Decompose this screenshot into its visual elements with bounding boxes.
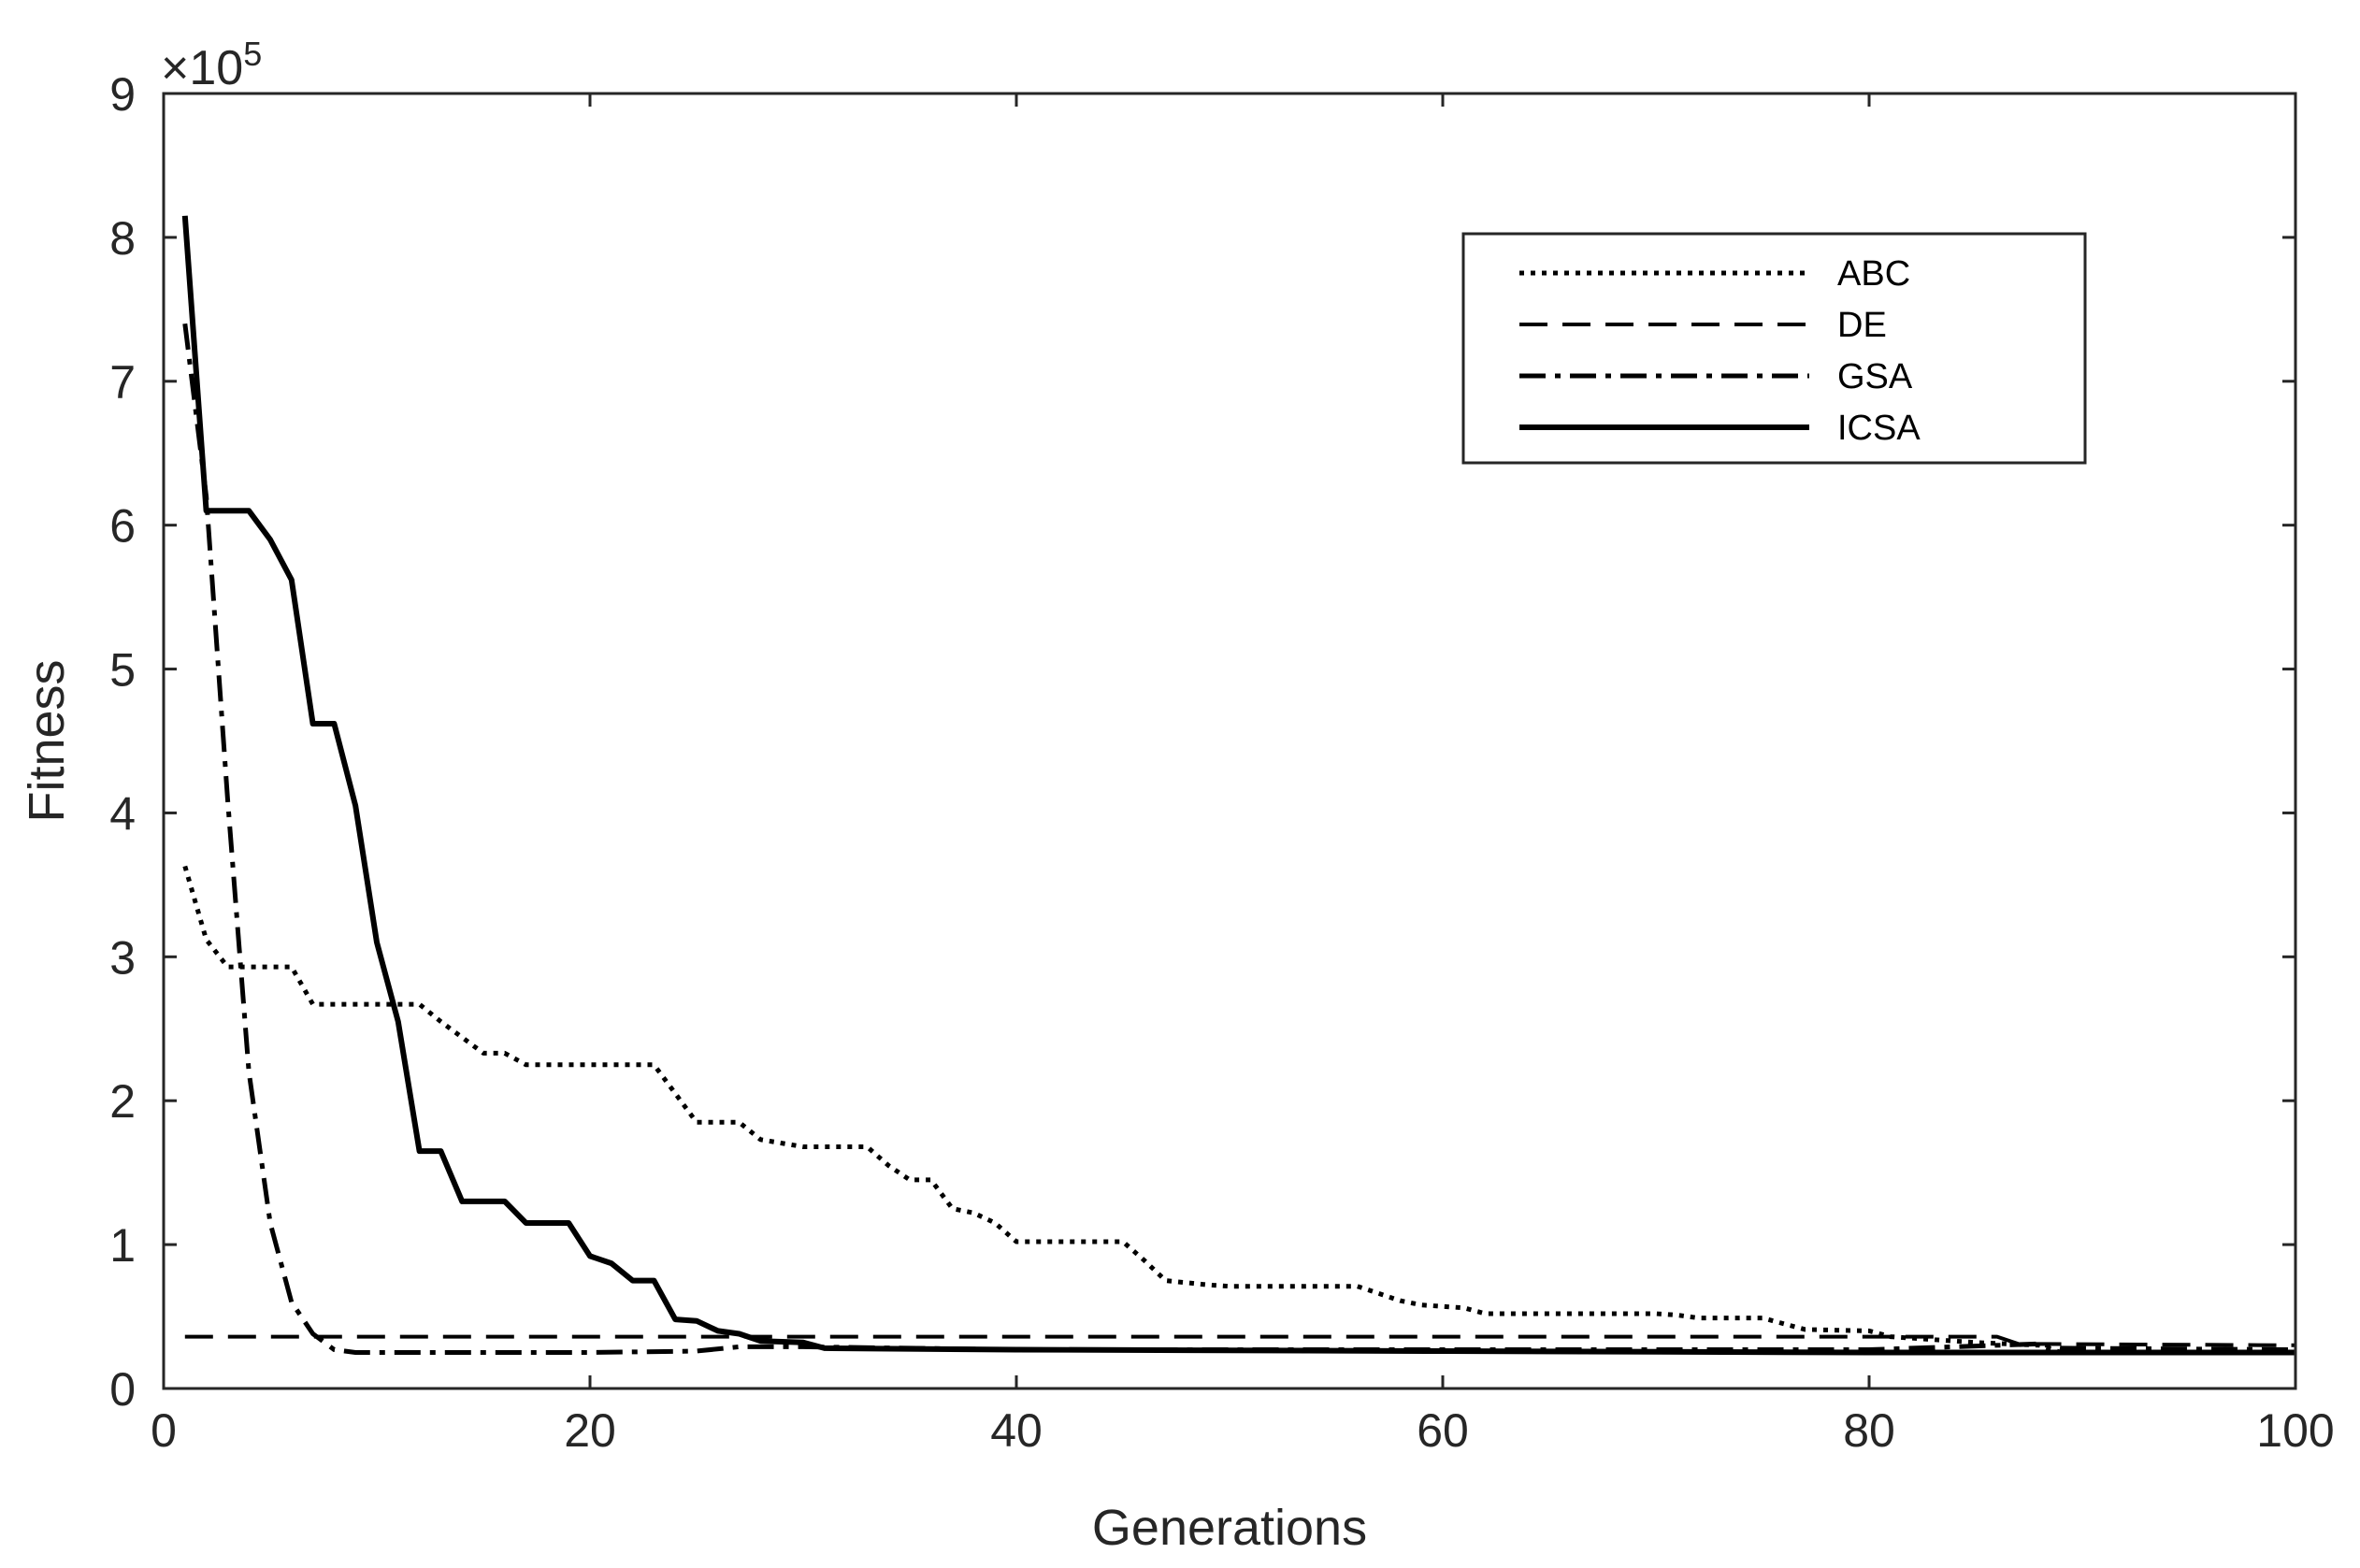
tick-labels-layer: 0 20 40 60 80 100 0 1 2 3 4 5 6 7 8 9	[109, 68, 2335, 1457]
ticks-layer	[162, 92, 2297, 1390]
y-exponent-power: 5	[243, 35, 262, 73]
x-tick-label: 60	[1417, 1404, 1469, 1457]
y-tick-label: 4	[109, 787, 136, 840]
y-tick-label: 7	[109, 356, 136, 409]
y-axis-label: Fitness	[19, 659, 75, 822]
x-tick-label: 0	[151, 1404, 177, 1457]
x-tick-label: 100	[2256, 1404, 2334, 1457]
y-tick-label: 2	[109, 1075, 136, 1128]
series-line-icsa	[181, 215, 2295, 1356]
y-tick-label: 3	[109, 931, 136, 984]
y-exponent-base: ×10	[161, 41, 243, 95]
x-tick-label: 20	[564, 1404, 616, 1457]
y-tick-label: 6	[109, 500, 136, 553]
y-exponent-label: ×105	[161, 35, 262, 95]
y-tick-label: 1	[109, 1219, 136, 1272]
series-line-abc	[182, 865, 2295, 1355]
legend-label-abc: ABC	[1837, 254, 1910, 294]
x-tick-label: 80	[1843, 1404, 1895, 1457]
x-axis-label: Generations	[1092, 1500, 1367, 1556]
legend-label-de: DE	[1837, 306, 1887, 345]
y-tick-label: 8	[109, 212, 136, 265]
legend-label-gsa: GSA	[1837, 357, 1913, 396]
plot-frame	[162, 92, 2297, 1390]
y-tick-label: 5	[109, 644, 136, 697]
x-tick-label: 40	[990, 1404, 1043, 1457]
series-line-de	[184, 1334, 2296, 1347]
legend-items: ABC DE GSA ICSA	[1519, 254, 1921, 448]
legend: ABC DE GSA ICSA	[1461, 232, 2087, 465]
y-tick-label: 0	[109, 1363, 136, 1416]
y-tick-label: 9	[109, 68, 136, 121]
series-layer	[181, 215, 2296, 1356]
legend-label-icsa: ICSA	[1837, 409, 1921, 448]
